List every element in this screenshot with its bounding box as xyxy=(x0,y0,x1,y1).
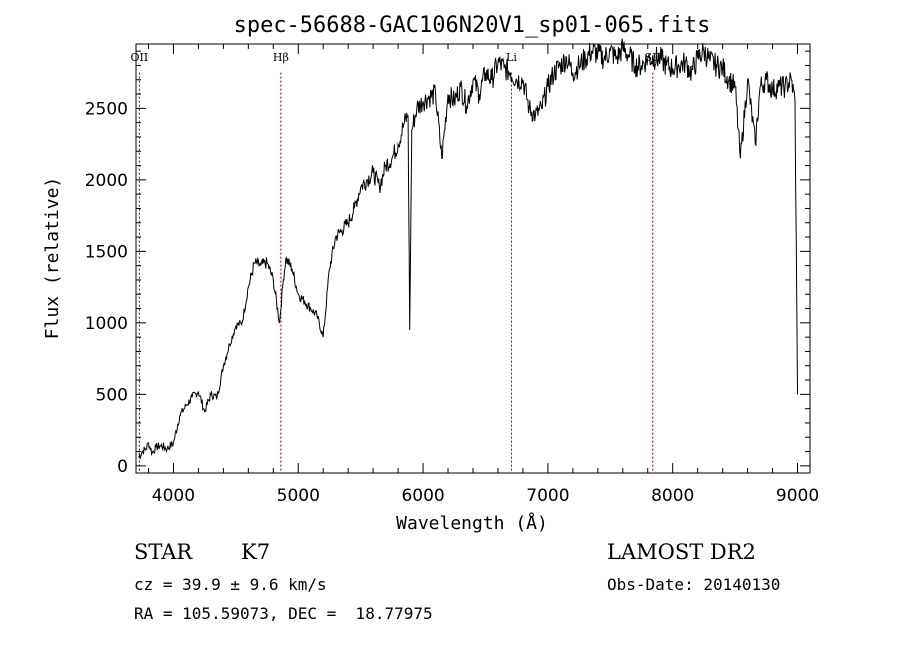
x-axis-label: Wavelength (Å) xyxy=(396,512,548,534)
ref-line-label: Li xyxy=(506,51,517,64)
spectrum-line xyxy=(138,38,798,460)
x-tick-label: 4000 xyxy=(152,486,195,506)
plot-frame xyxy=(135,43,811,474)
x-tick-label: 6000 xyxy=(401,486,444,506)
x-tick-label: 5000 xyxy=(277,486,320,506)
axes: 4000 5000 6000 7000 8000 9000 0 500 1000 1500 2000… xyxy=(85,44,819,506)
y-tick-label: 2500 xyxy=(85,99,128,119)
x-tick-label: 9000 xyxy=(776,486,819,506)
spectrum-series xyxy=(138,38,798,460)
ref-line-label: OII xyxy=(131,51,149,64)
x-tick-label: 7000 xyxy=(526,486,569,506)
object-class: STAR xyxy=(134,540,193,564)
y-tick-label: 1500 xyxy=(85,242,128,262)
coordinates: RA = 105.59073, DEC = 18.77975 xyxy=(134,604,433,623)
y-tick-label: 500 xyxy=(96,385,128,405)
y-tick-label: 0 xyxy=(117,457,128,477)
subclass: K7 xyxy=(241,540,271,564)
ref-line-label: Hβ xyxy=(273,51,289,64)
x-tick-label: 8000 xyxy=(651,486,694,506)
obs-date: Obs-Date: 20140130 xyxy=(607,575,781,594)
chart-title: spec-56688-GAC106N20V1_sp01-065.fits xyxy=(234,13,711,38)
redshift-text: cz = 39.9 ± 9.6 km/s xyxy=(134,575,327,594)
y-axis-label: Flux (relative) xyxy=(42,177,63,340)
y-tick-label: 2000 xyxy=(85,171,128,191)
survey-label: LAMOST DR2 xyxy=(607,540,756,564)
y-tick-label: 1000 xyxy=(85,314,128,334)
reference-lines: OII Hβ Li SII xyxy=(131,51,661,473)
